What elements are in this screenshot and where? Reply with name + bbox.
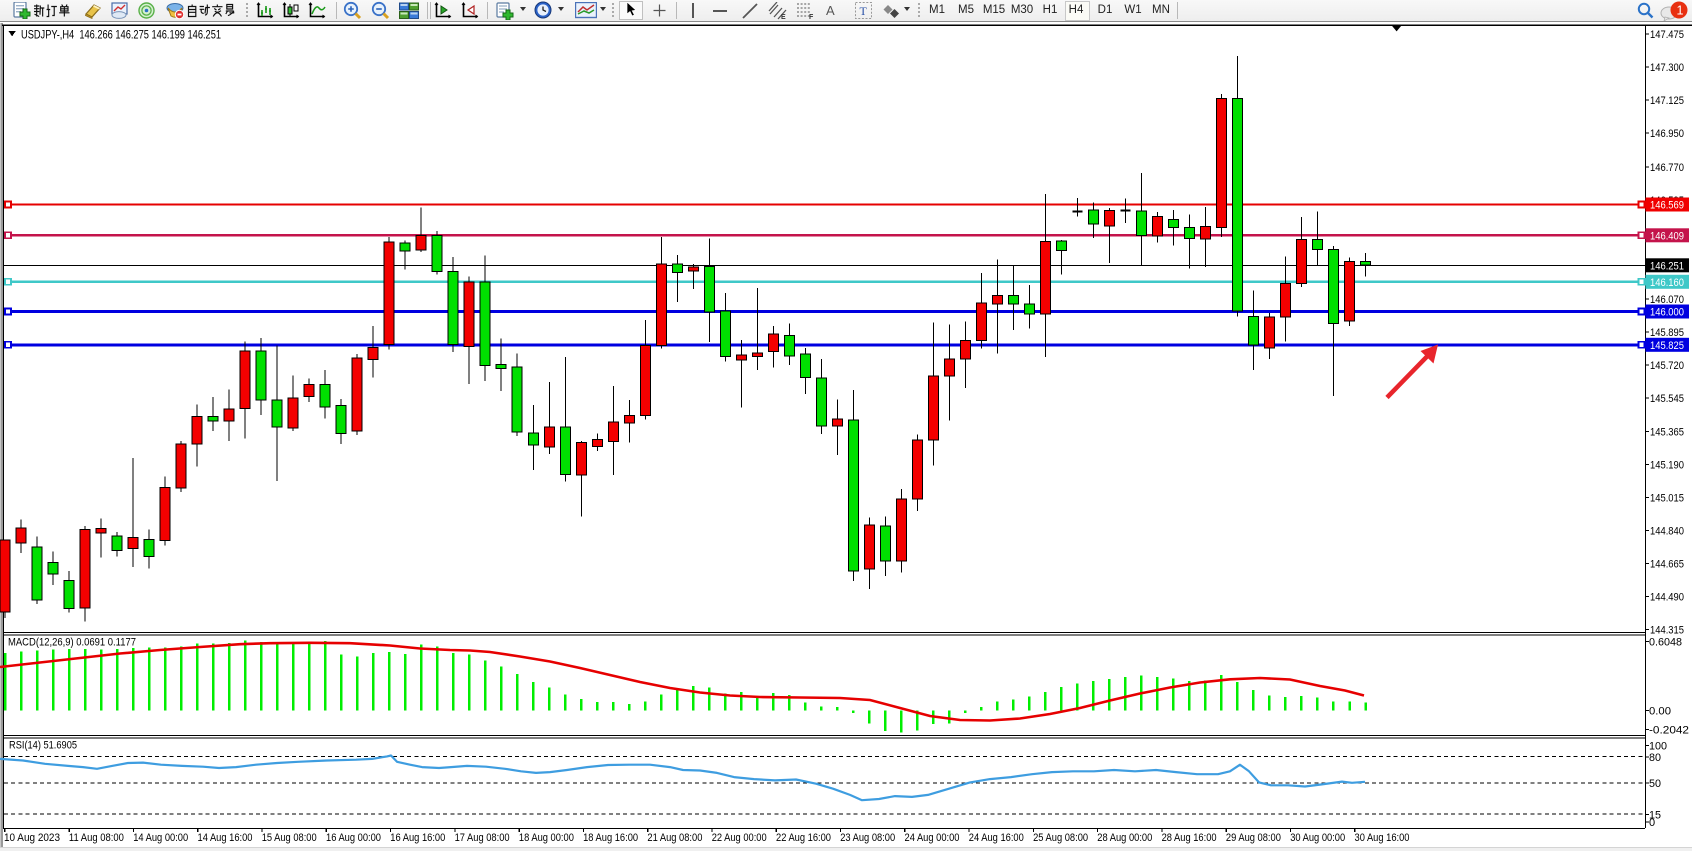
svg-text:-0.2042: -0.2042 [1649, 724, 1689, 736]
svg-text:146.770: 146.770 [1650, 162, 1684, 174]
svg-text:E: E [781, 14, 786, 20]
svg-text:14 Aug 16:00: 14 Aug 16:00 [198, 832, 253, 844]
svg-text:30 Aug 16:00: 30 Aug 16:00 [1355, 832, 1410, 844]
svg-text:147.475: 147.475 [1650, 29, 1684, 41]
svg-text:146.409: 146.409 [1650, 231, 1684, 243]
svg-text:22 Aug 16:00: 22 Aug 16:00 [776, 832, 831, 844]
svg-text:144.490: 144.490 [1650, 592, 1684, 604]
svg-text:22 Aug 00:00: 22 Aug 00:00 [712, 832, 767, 844]
svg-text:25 Aug 08:00: 25 Aug 08:00 [1033, 832, 1088, 844]
svg-text:145.015: 145.015 [1650, 493, 1684, 505]
svg-text:15: 15 [1649, 810, 1661, 822]
svg-text:16 Aug 00:00: 16 Aug 00:00 [326, 832, 381, 844]
svg-text:MACD(12,26,9) 0.0691 0.1177: MACD(12,26,9) 0.0691 0.1177 [8, 637, 136, 649]
svg-text:145.365: 145.365 [1650, 427, 1684, 439]
svg-text:145.545: 145.545 [1650, 393, 1684, 405]
svg-text:18 Aug 16:00: 18 Aug 16:00 [583, 832, 638, 844]
svg-text:0: 0 [1649, 817, 1655, 829]
svg-text:29 Aug 08:00: 29 Aug 08:00 [1226, 832, 1281, 844]
svg-text:T: T [860, 4, 868, 18]
svg-text:RSI(14) 51.6905: RSI(14) 51.6905 [9, 740, 77, 752]
svg-text:50: 50 [1649, 778, 1661, 790]
svg-text:146.160: 146.160 [1650, 277, 1684, 289]
svg-text:14 Aug 00:00: 14 Aug 00:00 [133, 832, 188, 844]
svg-text:147.125: 147.125 [1650, 95, 1684, 107]
svg-text:0.6048: 0.6048 [1649, 637, 1682, 649]
svg-text:15 Aug 08:00: 15 Aug 08:00 [262, 832, 317, 844]
svg-text:24 Aug 00:00: 24 Aug 00:00 [905, 832, 960, 844]
svg-text:145.720: 145.720 [1650, 360, 1684, 372]
svg-text:0.00: 0.00 [1649, 706, 1671, 718]
svg-text:146.569: 146.569 [1650, 200, 1684, 212]
svg-text:145.825: 145.825 [1650, 340, 1684, 352]
svg-text:24 Aug 16:00: 24 Aug 16:00 [969, 832, 1024, 844]
svg-text:28 Aug 16:00: 28 Aug 16:00 [1162, 832, 1217, 844]
svg-text:F: F [809, 14, 814, 20]
svg-text:80: 80 [1649, 752, 1661, 764]
svg-text:100: 100 [1649, 741, 1667, 753]
svg-text:146.000: 146.000 [1650, 307, 1684, 319]
svg-text:1: 1 [1677, 4, 1684, 18]
svg-text:144.665: 144.665 [1650, 559, 1684, 571]
svg-text:146.950: 146.950 [1650, 128, 1684, 140]
svg-text:21 Aug 08:00: 21 Aug 08:00 [647, 832, 702, 844]
svg-text:146.251: 146.251 [1650, 261, 1684, 273]
svg-text:10 Aug 2023: 10 Aug 2023 [4, 832, 60, 844]
svg-text:23 Aug 08:00: 23 Aug 08:00 [840, 832, 895, 844]
svg-text:USDJPY-,H4 146.266 146.275 14: USDJPY-,H4 146.266 146.275 146.199 146.2… [21, 28, 221, 42]
svg-text:145.895: 145.895 [1650, 327, 1684, 339]
svg-text:30 Aug 00:00: 30 Aug 00:00 [1290, 832, 1345, 844]
svg-text:145.190: 145.190 [1650, 460, 1684, 472]
svg-text:144.315: 144.315 [1650, 625, 1684, 637]
svg-text:17 Aug 08:00: 17 Aug 08:00 [455, 832, 510, 844]
svg-text:16 Aug 16:00: 16 Aug 16:00 [390, 832, 445, 844]
svg-text:28 Aug 00:00: 28 Aug 00:00 [1097, 832, 1152, 844]
svg-text:144.840: 144.840 [1650, 526, 1684, 538]
svg-text:147.300: 147.300 [1650, 62, 1684, 74]
svg-text:146.070: 146.070 [1650, 294, 1684, 306]
svg-text:18 Aug 00:00: 18 Aug 00:00 [519, 832, 574, 844]
svg-text:11 Aug 08:00: 11 Aug 08:00 [69, 832, 124, 844]
